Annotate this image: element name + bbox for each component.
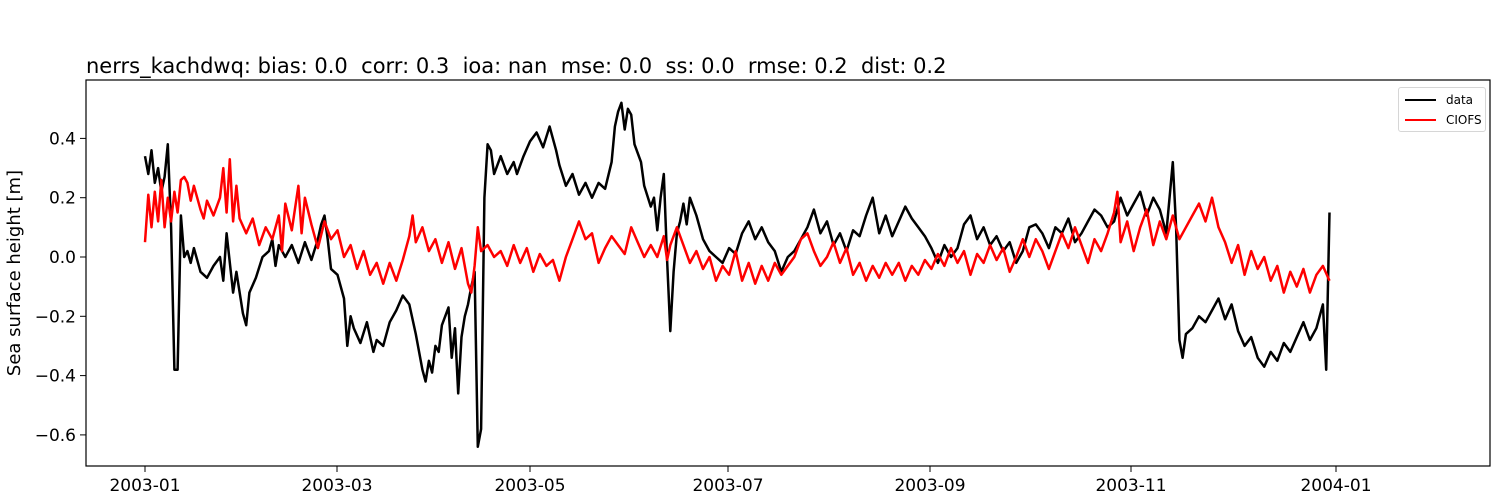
y-tick-label: −0.6 <box>35 426 76 446</box>
title-metrics-line: nerrs_kachdwq: bias: 0.0 corr: 0.3 ioa: … <box>86 54 947 78</box>
legend-label: CIOFS <box>1446 113 1482 127</box>
series-line-ciofs <box>143 157 1331 294</box>
x-tick-label: 2003-07 <box>692 476 763 496</box>
series-line-data <box>143 101 1331 449</box>
x-axis-ticks: 2003-01 2003-03 2003-05 2003-07 2003-09 2003-… <box>109 466 1372 496</box>
series-lines <box>143 101 1331 449</box>
legend: data CIOFS <box>1398 87 1486 132</box>
y-axis-ticks: −0.6 −0.4 −0.2 0.0 0.2 0.4 <box>35 129 86 446</box>
y-tick-label: 0.4 <box>49 129 76 149</box>
plot-area <box>85 79 1491 467</box>
legend-line-data <box>1405 99 1436 101</box>
y-tick-label: 0.0 <box>49 248 76 268</box>
legend-label: data <box>1446 93 1474 107</box>
x-tick-label: 2003-01 <box>109 476 180 496</box>
x-tick-label: 2003-03 <box>301 476 372 496</box>
y-axis-label: Sea surface height [m] <box>4 170 25 376</box>
y-tick-label: −0.2 <box>35 307 76 327</box>
x-tick-label: 2003-09 <box>894 476 965 496</box>
legend-item-data: data <box>1405 92 1473 108</box>
legend-line-ciofs <box>1405 119 1436 121</box>
x-tick-label: 2004-01 <box>1300 476 1371 496</box>
y-tick-label: −0.4 <box>35 367 76 387</box>
y-tick-label: 0.2 <box>49 189 76 209</box>
legend-item-ciofs: CIOFS <box>1405 112 1482 128</box>
x-tick-label: 2003-11 <box>1095 476 1166 496</box>
x-tick-label: 2003-05 <box>494 476 565 496</box>
